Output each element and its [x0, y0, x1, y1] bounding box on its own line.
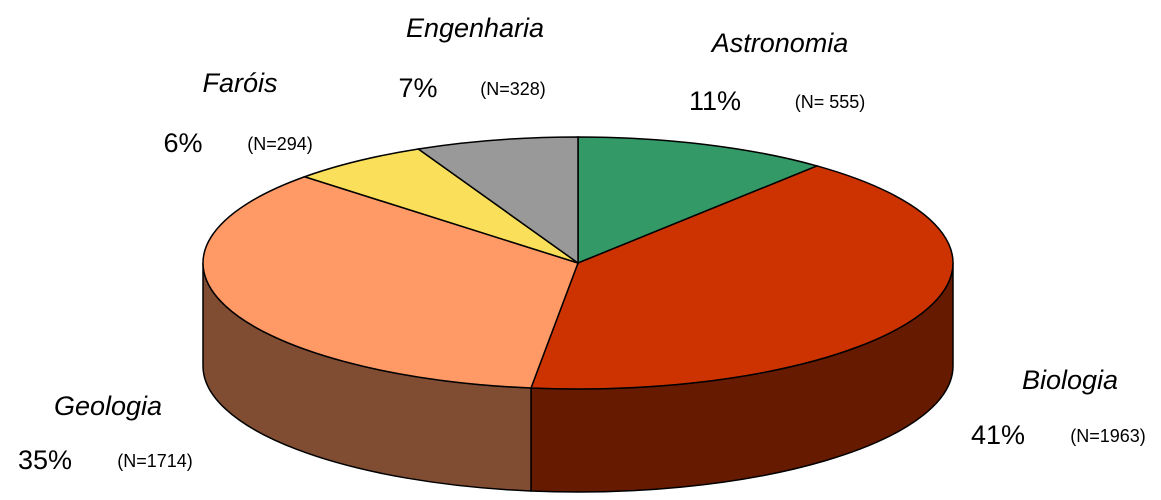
slice: [302, 148, 579, 264]
slice: [529, 165, 954, 390]
slice: [577, 136, 820, 265]
slice-count: (N=1714): [117, 451, 193, 471]
slice-count: (N=328): [480, 79, 546, 99]
slice-percent: 11%: [689, 86, 741, 116]
slice-percent: 35%: [18, 445, 72, 475]
slice-name: Biologia: [1022, 365, 1118, 395]
slice-name: Engenharia: [406, 13, 544, 43]
slice-percent: 6%: [163, 128, 202, 158]
slice: [416, 136, 579, 265]
slice-name: Faróis: [202, 68, 277, 98]
slice: [202, 175, 579, 389]
slice-count: (N=1963): [1070, 426, 1146, 446]
slice-name: Geologia: [54, 391, 162, 421]
slice-percent: 7%: [398, 73, 437, 103]
slice-count: (N= 555): [795, 92, 866, 112]
slice-percent: 41%: [971, 420, 1025, 450]
slice-count: (N=294): [247, 134, 313, 154]
slice-name: Astronomia: [710, 28, 849, 58]
